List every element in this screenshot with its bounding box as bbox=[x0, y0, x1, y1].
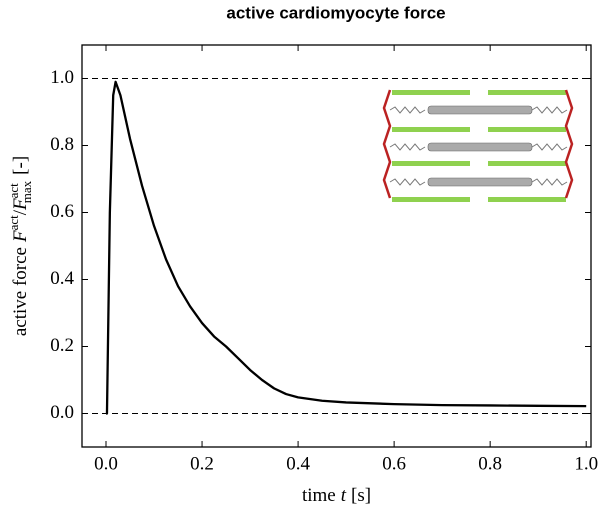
y-axis-label: active forceFact/Factmax[-] bbox=[6, 156, 34, 336]
titin bbox=[389, 106, 568, 186]
y-tick-label: 0.6 bbox=[50, 201, 74, 222]
x-tick-label: 0.4 bbox=[286, 453, 310, 474]
x-tick-label: 0.8 bbox=[478, 453, 502, 474]
y-tick-label: 1.0 bbox=[50, 67, 74, 88]
sarcomere-inset bbox=[382, 88, 574, 206]
y-label-part: active force bbox=[10, 247, 31, 336]
y-tick-label: 0.4 bbox=[50, 268, 74, 289]
myosin bbox=[427, 105, 533, 187]
y-label-part: [-] bbox=[10, 156, 31, 175]
actin bbox=[392, 90, 566, 202]
x-tick-label: 0.6 bbox=[382, 453, 406, 474]
y-tick-label: 0.0 bbox=[50, 402, 74, 423]
y-label-part: act bbox=[6, 215, 21, 231]
x-label-part: t bbox=[341, 485, 347, 506]
y-label-part: max bbox=[19, 180, 34, 203]
x-tick-label: 1.0 bbox=[574, 453, 598, 474]
x-label-part: time bbox=[302, 485, 336, 506]
x-label-part: [s] bbox=[351, 485, 371, 506]
z-discs bbox=[382, 89, 574, 199]
y-tick-label: 0.8 bbox=[50, 134, 74, 155]
x-axis-label: time t [s] bbox=[302, 485, 371, 506]
plot-frame bbox=[81, 44, 592, 448]
y-label-part: F bbox=[10, 230, 31, 243]
y-label-part: / bbox=[10, 209, 31, 215]
x-tick-label: 0.0 bbox=[94, 453, 118, 474]
x-tick-label: 0.2 bbox=[190, 453, 214, 474]
y-label-part: F bbox=[10, 198, 31, 211]
y-label-part: act bbox=[6, 183, 21, 199]
data-line bbox=[105, 80, 587, 415]
y-tick-label: 0.2 bbox=[50, 335, 74, 356]
chart-title: active cardiomyocyte force bbox=[226, 3, 445, 22]
